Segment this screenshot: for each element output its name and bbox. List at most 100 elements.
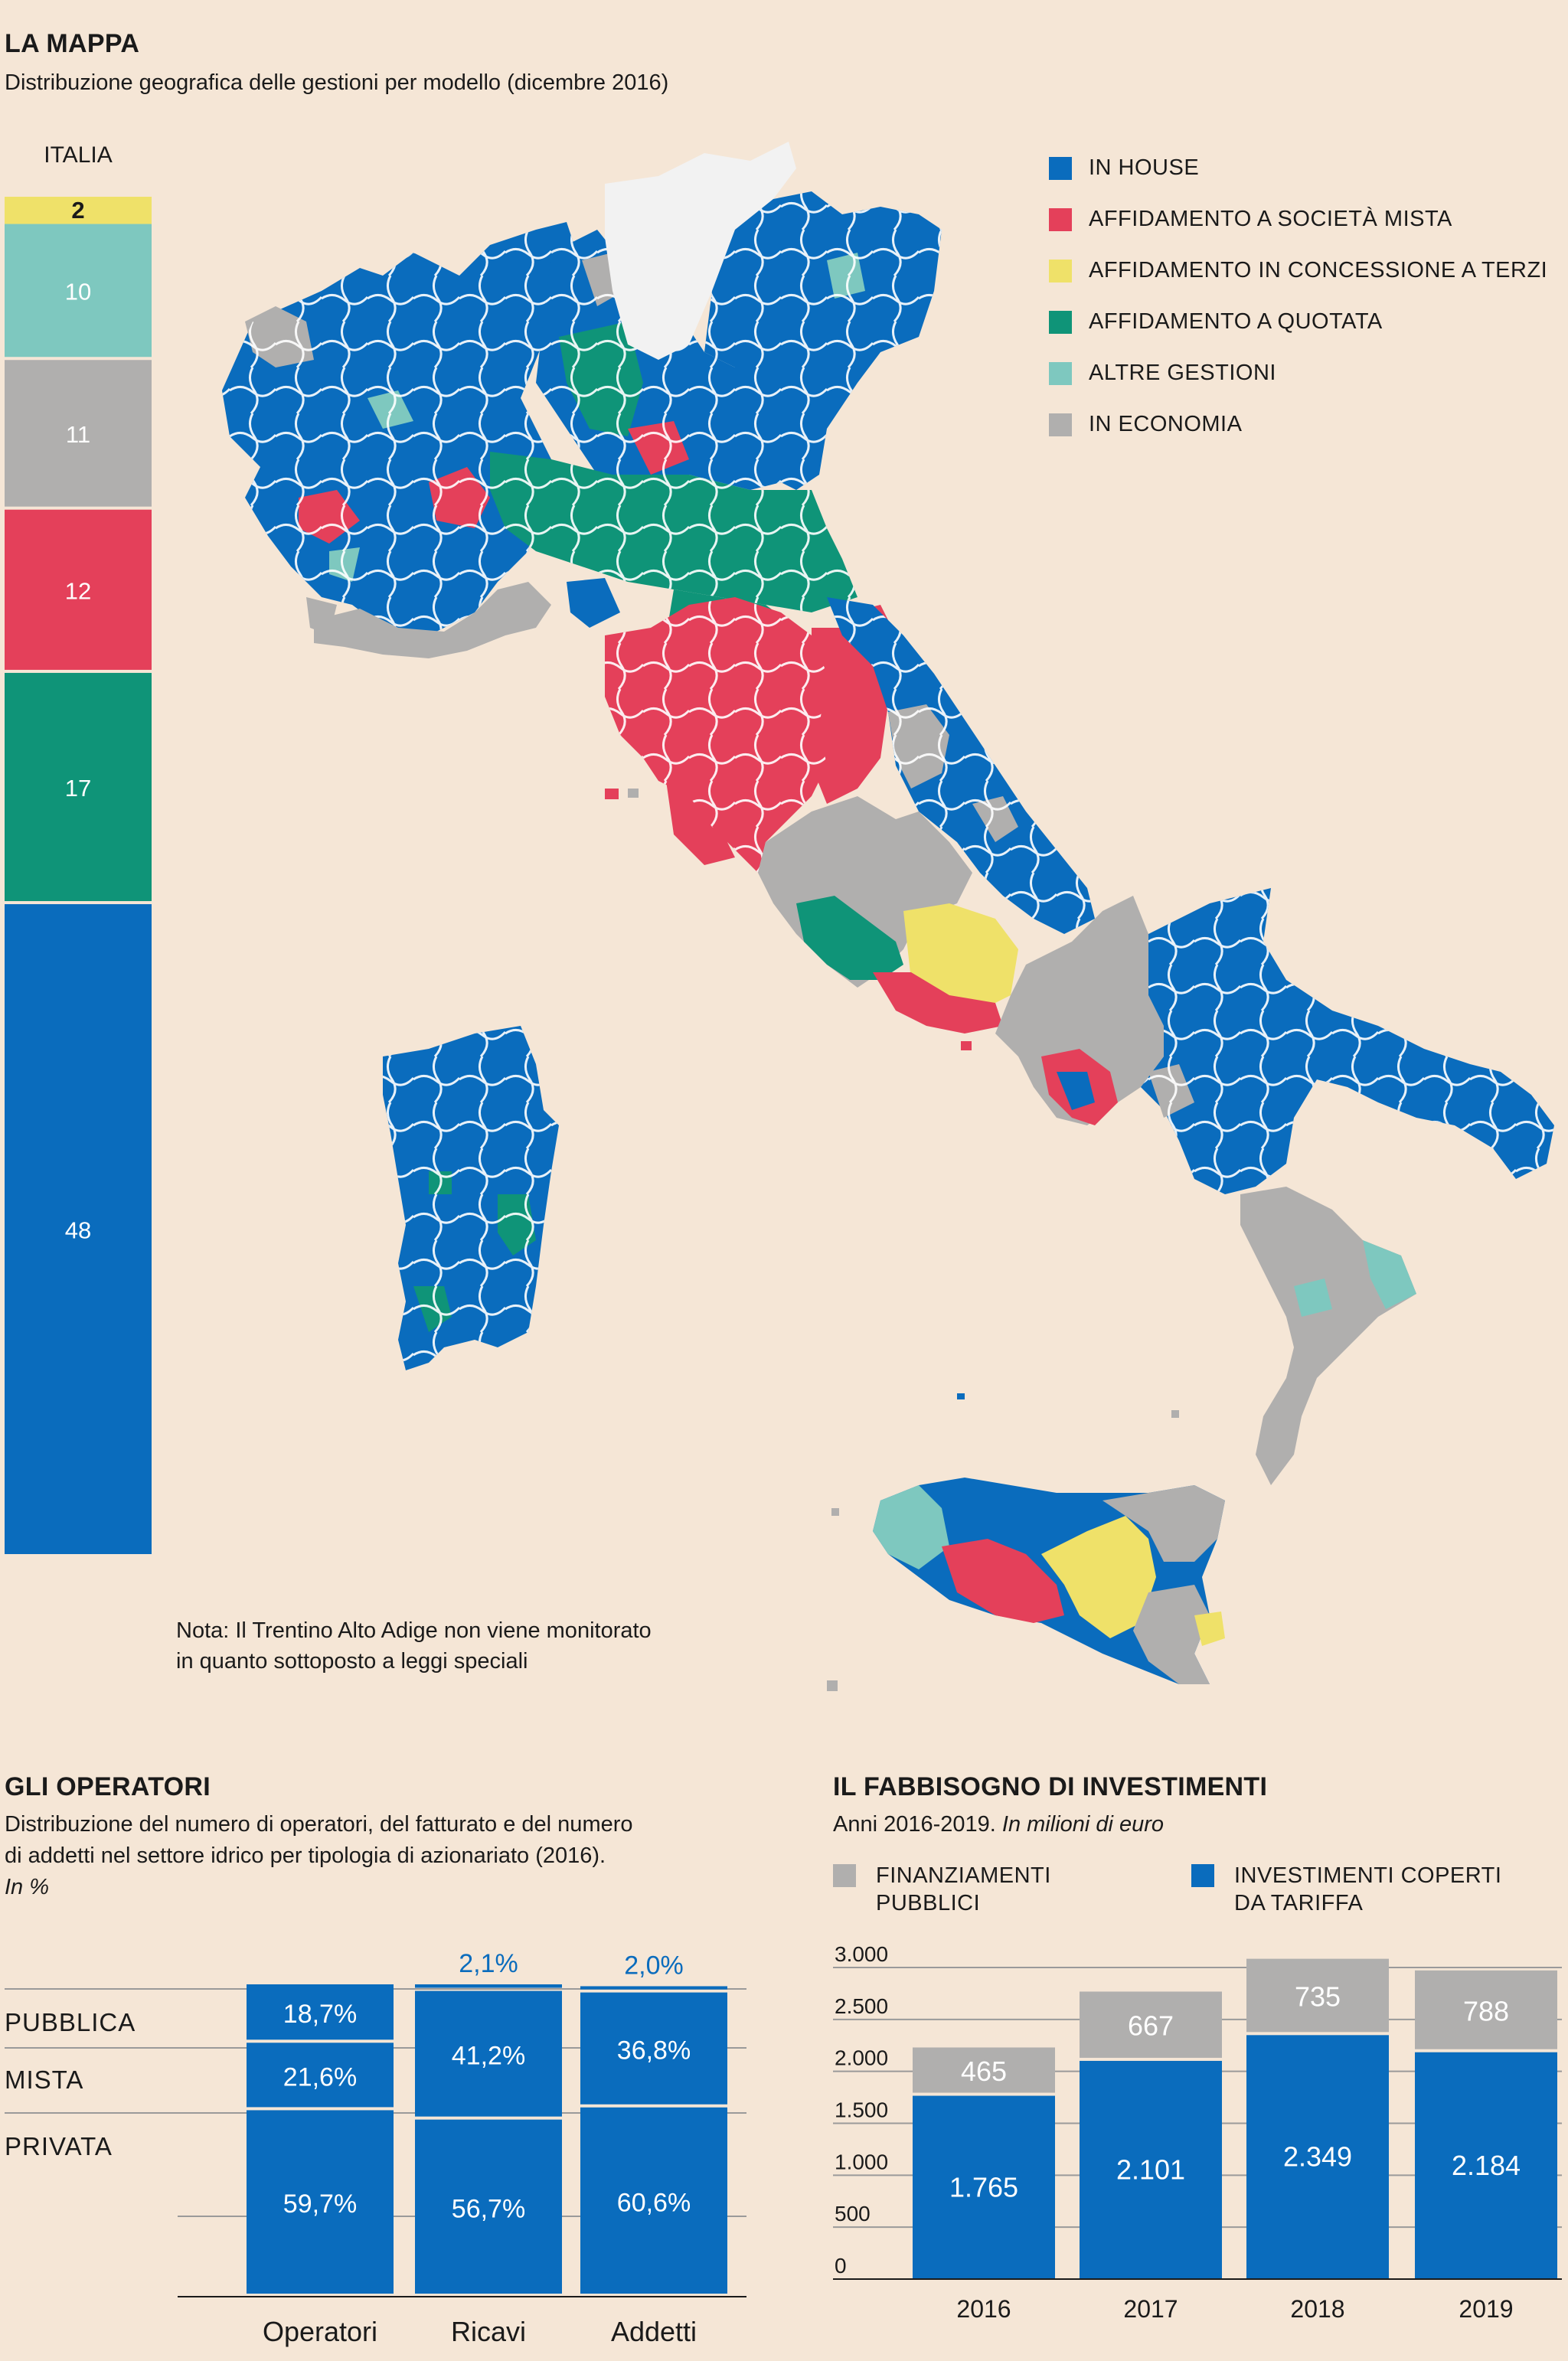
investments-legend-public: FINANZIAMENTI PUBBLICI xyxy=(833,1862,1051,1917)
legend-item-economia: IN ECONOMIA xyxy=(1049,399,1547,450)
legend-swatch xyxy=(1049,259,1072,282)
legend-item-societa-mista: AFFIDAMENTO A SOCIETÀ MISTA xyxy=(1049,194,1547,245)
legend-item-altre: ALTRE GESTIONI xyxy=(1049,348,1547,399)
legend-item-in-house: IN HOUSE xyxy=(1049,142,1547,194)
bar-segment xyxy=(1246,1958,1389,2033)
italia-segment xyxy=(5,672,152,902)
bar-segment xyxy=(1246,2035,1389,2279)
map-region-northwest xyxy=(222,222,582,635)
legend-swatch xyxy=(833,1864,856,1887)
y-tick-label: 0 xyxy=(835,2254,847,2278)
map-note: Nota: Il Trentino Alto Adige non viene m… xyxy=(176,1615,652,1677)
investments-title: IL FABBISOGNO DI INVESTIMENTI xyxy=(833,1772,1268,1801)
y-tick-label: 1.500 xyxy=(835,2098,888,2122)
investments-subtitle-years: Anni 2016-2019. xyxy=(833,1812,1002,1837)
map-region-calabria xyxy=(1240,1187,1416,1485)
italia-segment-label: 2 xyxy=(71,197,84,224)
category-label: 2018 xyxy=(1290,2295,1344,2323)
bar-value-label: 41,2% xyxy=(452,2042,525,2071)
map-region-tuscany xyxy=(605,597,896,873)
italia-segment xyxy=(5,360,152,507)
investments-subtitle-unit: In milioni di euro xyxy=(1001,1812,1165,1837)
category-label: Ricavi xyxy=(451,2316,526,2347)
bar-segment xyxy=(580,2107,727,2294)
y-tick-label: 3.000 xyxy=(835,1945,888,1966)
bar-value-label: 2.101 xyxy=(1116,2154,1185,2185)
map-legend: IN HOUSE AFFIDAMENTO A SOCIETÀ MISTA AFF… xyxy=(1049,142,1547,450)
bar-segment xyxy=(247,2043,394,2108)
map-note-line2: in quanto sottoposto a leggi speciali xyxy=(176,1649,528,1674)
row-label: PRIVATA xyxy=(5,2132,113,2160)
bar-value-label: 60,6% xyxy=(617,2188,691,2217)
legend-public-line1: FINANZIAMENTI xyxy=(876,1863,1051,1888)
bar-value-label: 465 xyxy=(961,2056,1007,2087)
bar-segment xyxy=(415,1990,562,2117)
map-region-center xyxy=(758,597,1164,1125)
italia-segment-label: 48 xyxy=(65,1217,91,1244)
bar-value-label: 2,0% xyxy=(624,1951,684,1980)
category-label: 2016 xyxy=(956,2295,1011,2323)
map-islands xyxy=(605,789,1179,1691)
category-label: Addetti xyxy=(611,2316,697,2347)
map-region-north xyxy=(536,230,819,490)
legend-label: AFFIDAMENTO IN CONCESSIONE A TERZI xyxy=(1089,258,1548,282)
operators-subtitle-line2: di addetti nel settore idrico per tipolo… xyxy=(5,1843,606,1868)
italia-segment-label: 10 xyxy=(65,278,91,305)
map-region-sardinia xyxy=(383,1026,559,1370)
legend-swatch xyxy=(1049,310,1072,334)
bar-value-label: 2,1% xyxy=(459,1949,518,1978)
bar-value-label: 56,7% xyxy=(452,2194,525,2223)
italia-segment xyxy=(5,224,152,358)
legend-tariff-line2: DA TARIFFA xyxy=(1234,1891,1364,1915)
bar-segment xyxy=(913,2095,1055,2279)
legend-swatch xyxy=(1191,1864,1214,1887)
legend-swatch xyxy=(1049,361,1072,385)
map-region-trentino xyxy=(605,142,796,360)
operators-unit: In % xyxy=(5,1875,50,1899)
italia-segment-label: 12 xyxy=(65,577,91,604)
legend-swatch xyxy=(1049,207,1072,231)
legend-label: AFFIDAMENTO A SOCIETÀ MISTA xyxy=(1089,207,1452,231)
bar-segment xyxy=(247,2110,394,2294)
bar-segment xyxy=(580,1986,727,1990)
italia-share-chart: ITALIA 48 17 12 11 10 2 xyxy=(5,142,152,1554)
row-label: PUBBLICA xyxy=(5,2008,136,2036)
investments-chart: 1.765 465 2.101 667 2.349 735 2.184 788 0 500 1.0… xyxy=(833,1945,1562,2323)
y-tick-label: 2.000 xyxy=(835,2046,888,2070)
map-subtitle: Distribuzione geografica delle gestioni … xyxy=(5,70,669,95)
y-tick-label: 2.500 xyxy=(835,1994,888,2018)
category-label: 2017 xyxy=(1123,2295,1178,2323)
bar-segment xyxy=(913,2047,1055,2093)
bar-segment xyxy=(247,1984,394,2040)
map-title: LA MAPPA xyxy=(5,29,140,58)
bar-segment xyxy=(415,2119,562,2294)
legend-label: AFFIDAMENTO A QUOTATA xyxy=(1089,309,1383,334)
legend-label: IN ECONOMIA xyxy=(1089,412,1243,436)
operators-chart: 59,7% 21,6% 18,7% 56,7% 41,2% 2,1% 60,6% 36,8% 2… xyxy=(5,1949,746,2347)
bar-value-label: 59,7% xyxy=(283,2190,357,2219)
legend-swatch xyxy=(1049,413,1072,436)
operators-subtitle-line1: Distribuzione del numero di operatori, d… xyxy=(5,1812,633,1837)
bar-value-label: 788 xyxy=(1463,1995,1509,2026)
investments-legend-tariff: INVESTIMENTI COPERTI DA TARIFFA xyxy=(1191,1862,1501,1917)
map-region-sicily xyxy=(873,1478,1225,1684)
legend-label: IN HOUSE xyxy=(1089,155,1200,180)
bar-segment xyxy=(1080,2060,1222,2279)
investments-subtitle: Anni 2016-2019. In milioni di euro xyxy=(833,1809,1164,1840)
legend-tariff-line1: INVESTIMENTI COPERTI xyxy=(1234,1863,1502,1888)
bar-value-label: 2.184 xyxy=(1452,2150,1521,2181)
legend-public-line2: PUBBLICI xyxy=(876,1891,981,1915)
row-label: MISTA xyxy=(5,2065,83,2094)
y-tick-label: 1.000 xyxy=(835,2150,888,2173)
legend-item-concessione: AFFIDAMENTO IN CONCESSIONE A TERZI xyxy=(1049,245,1547,296)
bar-value-label: 18,7% xyxy=(283,2000,357,2029)
bar-value-label: 1.765 xyxy=(949,2171,1018,2203)
operators-subtitle: Distribuzione del numero di operatori, d… xyxy=(5,1809,633,1903)
italia-segment-label: 11 xyxy=(66,421,90,448)
bar-value-label: 735 xyxy=(1295,1981,1341,2012)
legend-swatch xyxy=(1049,156,1072,180)
bar-value-label: 667 xyxy=(1128,2010,1174,2042)
italia-segment xyxy=(5,509,152,670)
bar-segment xyxy=(580,1992,727,2105)
bar-segment xyxy=(1415,2052,1557,2279)
